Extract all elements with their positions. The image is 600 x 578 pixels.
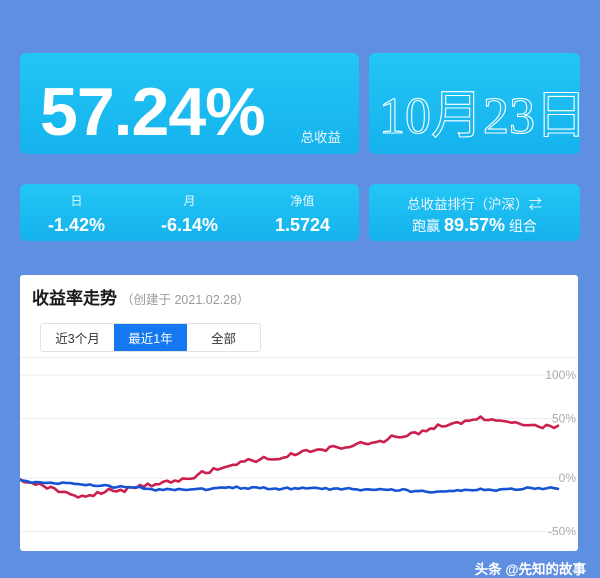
svg-text:50%: 50% — [552, 412, 576, 426]
svg-text:0%: 0% — [559, 471, 577, 485]
svg-text:-50%: -50% — [548, 525, 576, 536]
svg-text:100%: 100% — [545, 368, 576, 382]
